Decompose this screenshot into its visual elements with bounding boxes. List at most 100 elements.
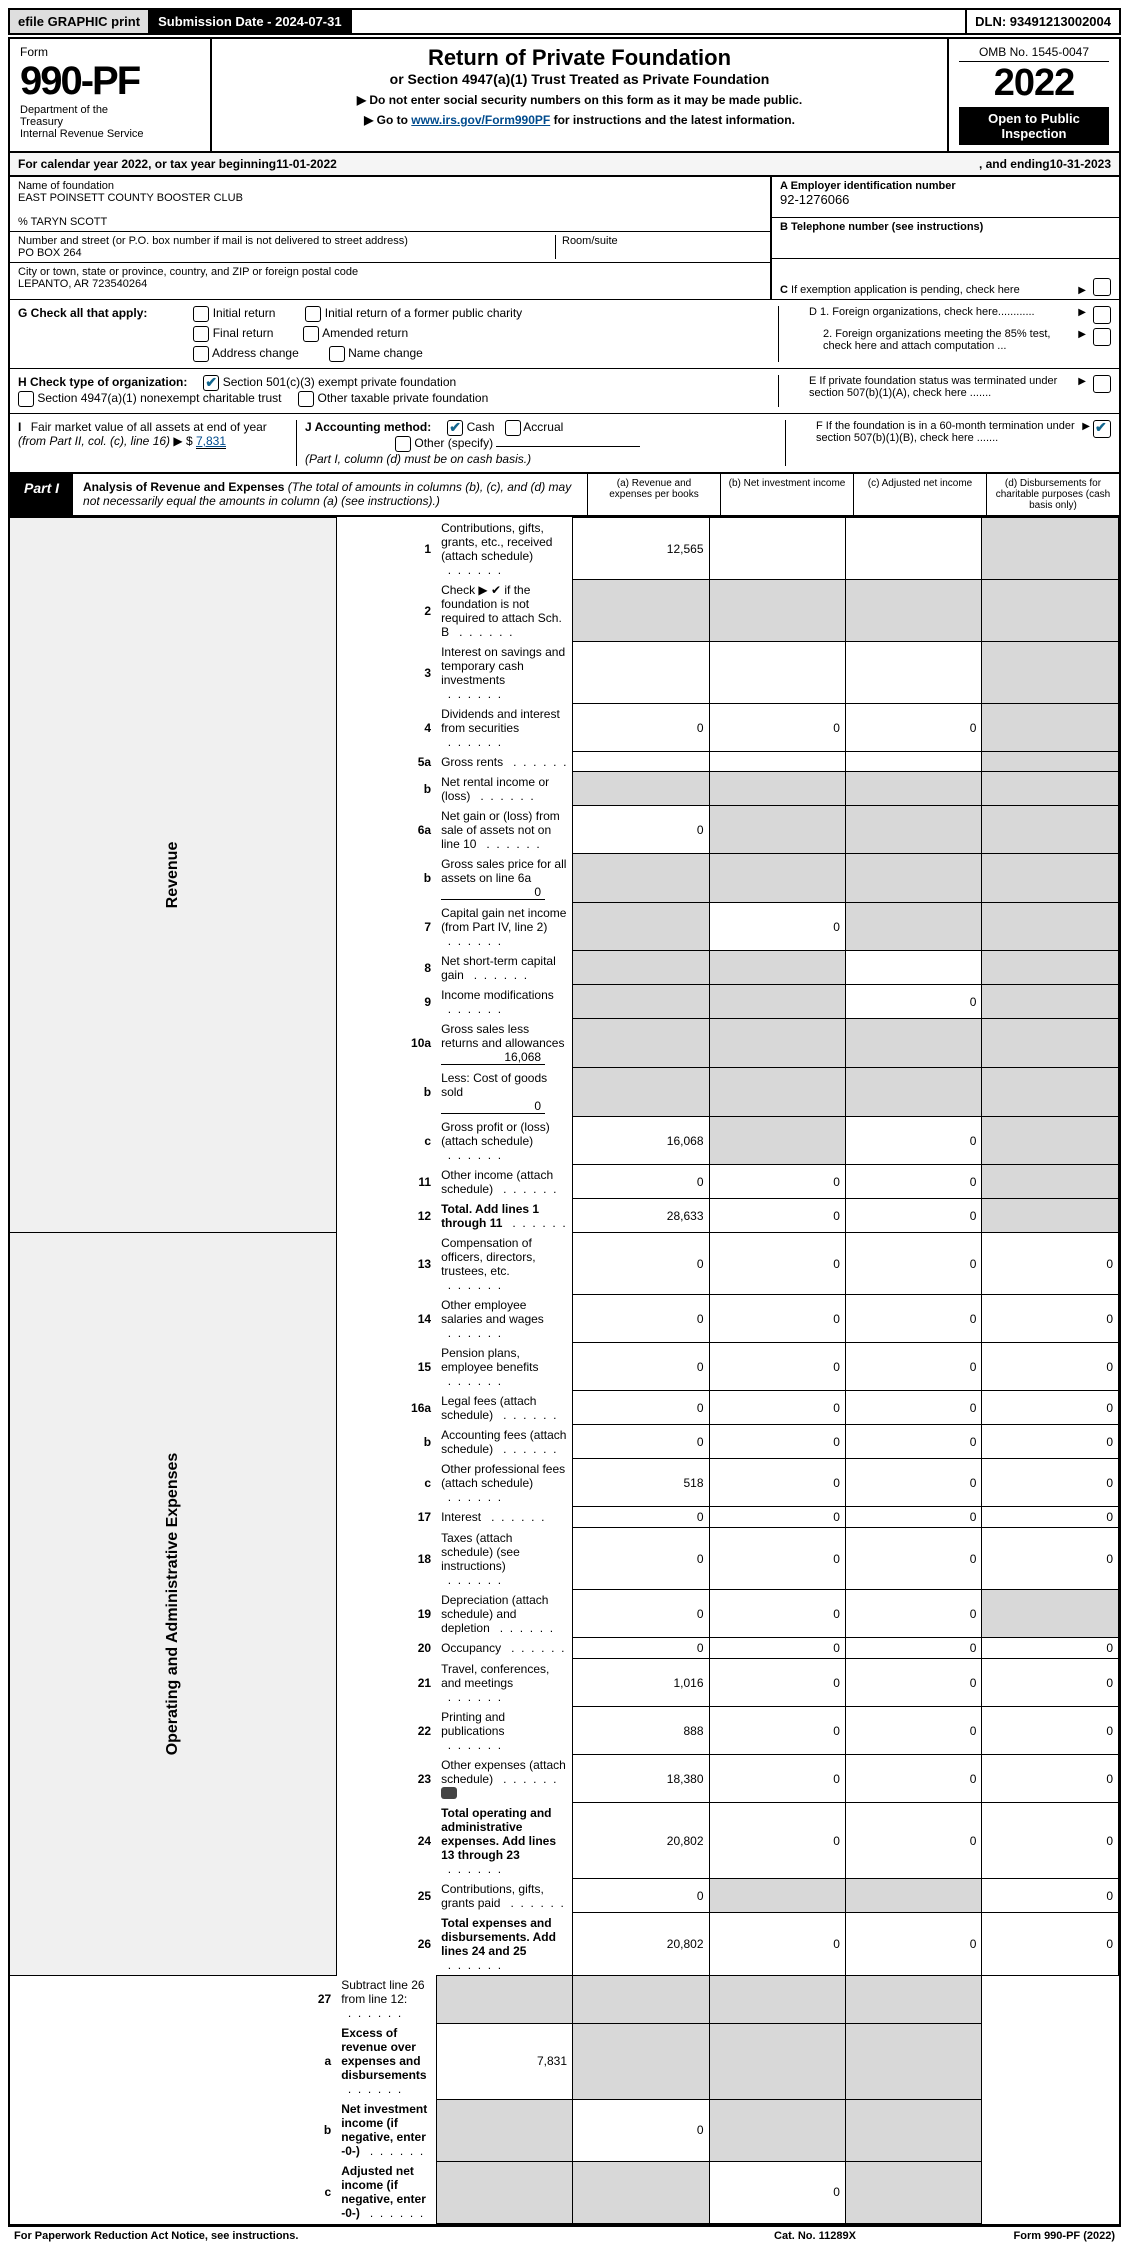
line-description: Gross profit or (loss) (attach schedule)… <box>436 1117 572 1165</box>
amount-col-a: 0 <box>573 1528 709 1590</box>
line-number: b <box>10 2099 336 2161</box>
line-description: Net gain or (loss) from sale of assets n… <box>436 806 572 854</box>
line-description: Gross sales less returns and allowances … <box>436 1019 572 1068</box>
section-i-j-f: I Fair market value of all assets at end… <box>10 414 1119 472</box>
amount-col-a: 0 <box>573 1343 709 1391</box>
line-description: Printing and publications . . . . . . <box>436 1707 572 1755</box>
form-label: Form <box>20 45 200 59</box>
form-number: 990-PF <box>20 59 139 104</box>
amount-col-d <box>982 985 1119 1019</box>
amount-col-d <box>982 1590 1119 1638</box>
amount-col-c: 0 <box>845 1528 981 1590</box>
line-description: Legal fees (attach schedule) . . . . . . <box>436 1391 572 1425</box>
checkbox-final-return[interactable] <box>193 326 209 342</box>
amount-col-c <box>845 580 981 642</box>
amount-col-d: 0 <box>982 1879 1119 1913</box>
amount-col-d <box>982 903 1119 951</box>
efile-graphic-print[interactable]: efile GRAPHIC print <box>10 10 150 33</box>
amount-col-d: 0 <box>982 1803 1119 1879</box>
amount-col-c <box>845 903 981 951</box>
amount-col-d <box>982 704 1119 752</box>
amount-col-b: 0 <box>709 704 845 752</box>
amount-col-c <box>845 772 981 806</box>
amount-col-b <box>709 951 845 985</box>
line-number: 20 <box>336 1638 436 1659</box>
city-cell: City or town, state or province, country… <box>10 263 770 293</box>
amount-col-a <box>573 985 709 1019</box>
line-number: c <box>336 1117 436 1165</box>
amount-col-a: 0 <box>573 1590 709 1638</box>
checkbox-e[interactable] <box>1093 375 1111 393</box>
line-number: 11 <box>336 1165 436 1199</box>
part-1-header: Part I Analysis of Revenue and Expenses … <box>10 472 1119 517</box>
amount-col-a: 0 <box>573 1638 709 1659</box>
amount-col-a: 7,831 <box>436 2023 572 2099</box>
line-description: Accounting fees (attach schedule) . . . … <box>436 1425 572 1459</box>
amount-col-b <box>709 752 845 772</box>
irs-link[interactable]: www.irs.gov/Form990PF <box>411 113 550 127</box>
phone-cell: B Telephone number (see instructions) <box>772 218 1119 259</box>
line-number: 12 <box>336 1199 436 1233</box>
line-number: b <box>336 772 436 806</box>
line-description: Occupancy . . . . . . <box>436 1638 572 1659</box>
spacer <box>352 10 968 33</box>
inline-amount: 0 <box>441 885 545 900</box>
checkbox-f[interactable] <box>1093 420 1111 438</box>
amount-col-c <box>845 1019 981 1068</box>
exemption-pending-cell: C If exemption application is pending, c… <box>772 259 1119 299</box>
fmv-value[interactable]: 7,831 <box>196 434 226 449</box>
amount-col-a: 0 <box>573 704 709 752</box>
g-label: G Check all that apply: <box>18 306 147 362</box>
line-number: 25 <box>336 1879 436 1913</box>
checkbox-name-change[interactable] <box>329 346 345 362</box>
amount-col-b: 0 <box>709 1590 845 1638</box>
line-number: 24 <box>336 1803 436 1879</box>
checkbox-501c3[interactable] <box>203 375 219 391</box>
amount-col-a: 0 <box>573 1233 709 1295</box>
amount-col-a <box>573 951 709 985</box>
amount-col-b <box>709 642 845 704</box>
line-number: 9 <box>336 985 436 1019</box>
checkbox-amended-return[interactable] <box>303 326 319 342</box>
checkbox-initial-return[interactable] <box>193 306 209 322</box>
line-number: 15 <box>336 1343 436 1391</box>
amount-col-d: 0 <box>982 1707 1119 1755</box>
amount-col-b <box>573 2161 709 2223</box>
amount-col-c: 0 <box>845 1755 981 1803</box>
amount-col-c: 0 <box>845 985 981 1019</box>
line-description: Less: Cost of goods sold 0 <box>436 1068 572 1117</box>
line-description: Pension plans, employee benefits . . . .… <box>436 1343 572 1391</box>
line-number: 26 <box>336 1913 436 1976</box>
checkbox-address-change[interactable] <box>193 346 209 362</box>
amount-col-b: 0 <box>709 1638 845 1659</box>
amount-col-b <box>709 985 845 1019</box>
address-cell: Number and street (or P.O. box number if… <box>10 232 770 263</box>
amount-col-b: 0 <box>709 1707 845 1755</box>
amount-col-b: 0 <box>709 1803 845 1879</box>
line-description: Travel, conferences, and meetings . . . … <box>436 1659 572 1707</box>
checkbox-4947a1[interactable] <box>18 391 34 407</box>
checkbox-c[interactable] <box>1093 278 1111 296</box>
instr-line-1: ▶ Do not enter social security numbers o… <box>222 93 937 107</box>
line-description: Capital gain net income (from Part IV, l… <box>436 903 572 951</box>
checkbox-initial-former[interactable] <box>305 306 321 322</box>
g-options: Initial return Initial return of a forme… <box>193 306 522 362</box>
amount-col-b: 0 <box>709 1755 845 1803</box>
amount-col-b: 0 <box>709 1165 845 1199</box>
checkbox-d1[interactable] <box>1093 306 1111 324</box>
col-c-header: (c) Adjusted net income <box>853 474 986 515</box>
amount-col-d <box>982 806 1119 854</box>
line-number: 22 <box>336 1707 436 1755</box>
tax-year: 2022 <box>959 62 1109 105</box>
line-number: 27 <box>10 1975 336 2023</box>
checkbox-other-taxable[interactable] <box>298 391 314 407</box>
amount-col-b <box>709 1019 845 1068</box>
checkbox-accrual[interactable] <box>505 420 521 436</box>
section-d: D 1. Foreign organizations, check here..… <box>779 306 1111 362</box>
line-number: 16a <box>336 1391 436 1425</box>
checkbox-d2[interactable] <box>1093 328 1111 346</box>
checkbox-other-method[interactable] <box>395 436 411 452</box>
checkbox-cash[interactable] <box>447 420 463 436</box>
amount-col-d <box>982 642 1119 704</box>
amount-col-a <box>573 752 709 772</box>
